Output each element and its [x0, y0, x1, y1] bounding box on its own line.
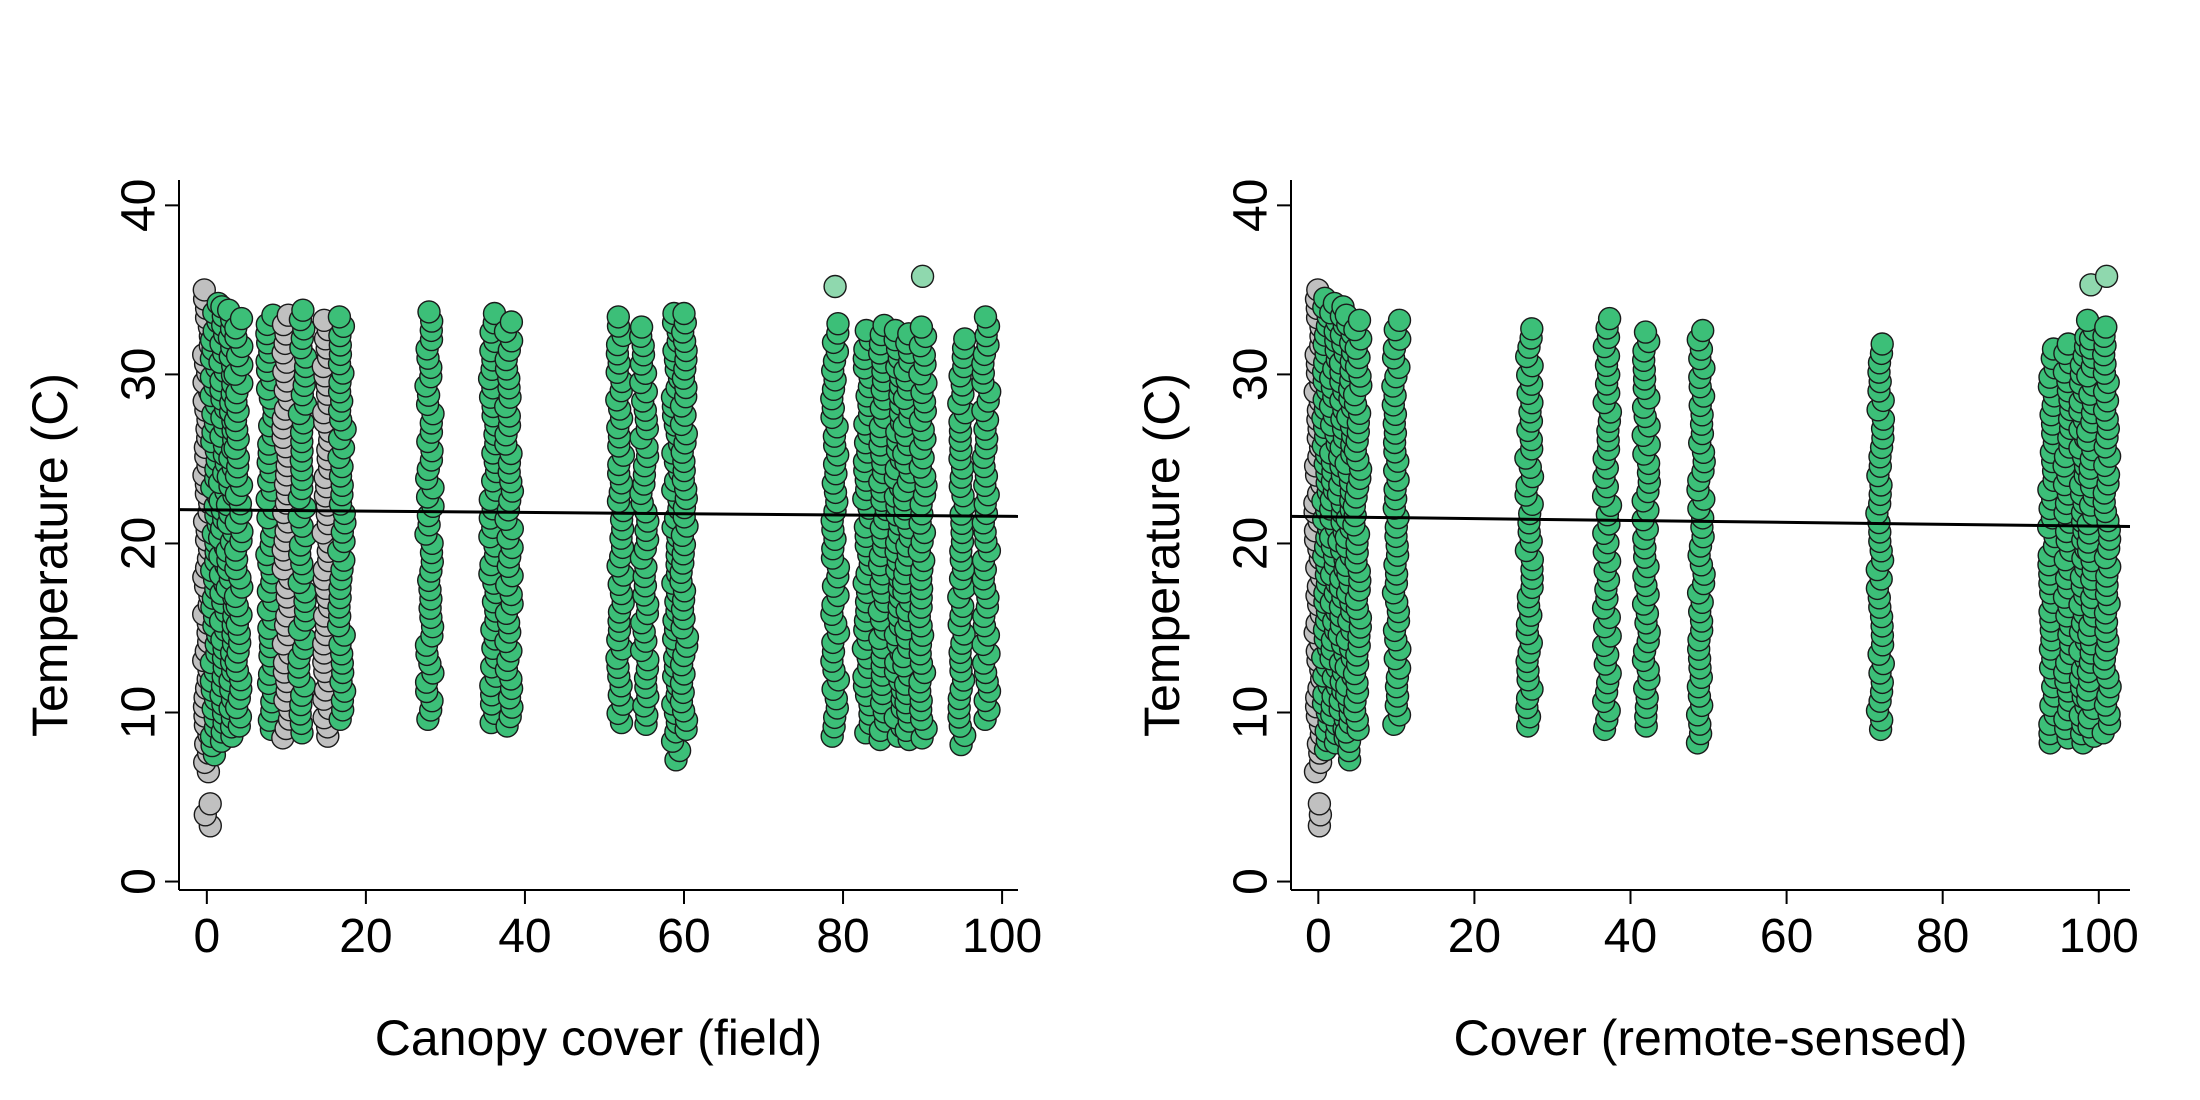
data-point [826, 312, 850, 336]
x-tick-label: 100 [962, 910, 1042, 963]
x-axis-label: Cover (remote-sensed) [1453, 1010, 1967, 1066]
y-axis-label: Temperature (C) [22, 373, 78, 737]
data-point [1597, 306, 1622, 331]
data-point [823, 274, 847, 299]
data-point [1347, 308, 1372, 332]
y-tick-label: 10 [113, 686, 166, 739]
data-point [910, 264, 935, 289]
data-point [1520, 317, 1544, 341]
data-point [1307, 792, 1332, 816]
data-point [2094, 315, 2118, 339]
x-tick-label: 80 [816, 910, 869, 963]
panel-right: 0 20 40 60 80 100 0 10 20 30 40 Cover (remote-sens… [1134, 179, 2139, 1066]
x-tick-label: 60 [1760, 910, 1813, 963]
data-point [1870, 332, 1894, 356]
y-tick-label: 20 [113, 517, 166, 570]
data-point [909, 315, 934, 339]
x-tick-label: 60 [657, 910, 710, 963]
data-point [2094, 264, 2119, 289]
y-tick-label: 30 [113, 348, 166, 401]
y-tick-label: 20 [1225, 517, 1278, 570]
axes-group: 0 20 40 60 80 100 0 10 20 30 40 [113, 179, 1043, 963]
y-tick-label: 40 [113, 179, 166, 232]
x-tick-label: 40 [498, 910, 551, 963]
data-point [1387, 308, 1412, 332]
trend-line [1290, 514, 2131, 529]
x-tick-label: 80 [1916, 910, 1969, 963]
data-point [229, 306, 254, 331]
y-tick-label: 40 [1225, 179, 1278, 232]
data-point [606, 305, 630, 329]
x-tick-label: 100 [2059, 910, 2139, 963]
data-point [672, 301, 696, 326]
trend-line [178, 508, 1019, 518]
data-point [1633, 320, 1658, 344]
x-axis-label: Canopy cover (field) [375, 1010, 822, 1066]
data-point [198, 792, 222, 816]
axes-group: 0 20 40 60 80 100 0 10 20 30 40 [1225, 179, 2139, 963]
x-tick-label: 0 [1305, 910, 1332, 963]
x-tick-label: 20 [1448, 910, 1501, 963]
y-tick-label: 0 [1225, 868, 1278, 895]
points-group [1303, 264, 2122, 838]
x-tick-label: 40 [1604, 910, 1657, 963]
points-group [191, 264, 1002, 838]
x-tick-label: 20 [339, 910, 392, 963]
data-point [291, 298, 315, 322]
y-axis-label: Temperature (C) [1134, 373, 1190, 737]
panel-left: 0 20 40 60 80 100 0 10 20 30 40 Canopy cover (fiel… [22, 179, 1042, 1066]
y-tick-label: 30 [1225, 348, 1278, 401]
data-point [629, 315, 654, 339]
data-point [499, 310, 524, 334]
x-tick-label: 0 [193, 910, 220, 963]
data-point [327, 305, 352, 329]
data-point [973, 305, 998, 329]
y-tick-label: 0 [113, 868, 166, 895]
y-tick-label: 10 [1225, 686, 1278, 739]
data-point [1690, 318, 1715, 343]
data-point [417, 300, 441, 324]
data-point [953, 327, 977, 351]
